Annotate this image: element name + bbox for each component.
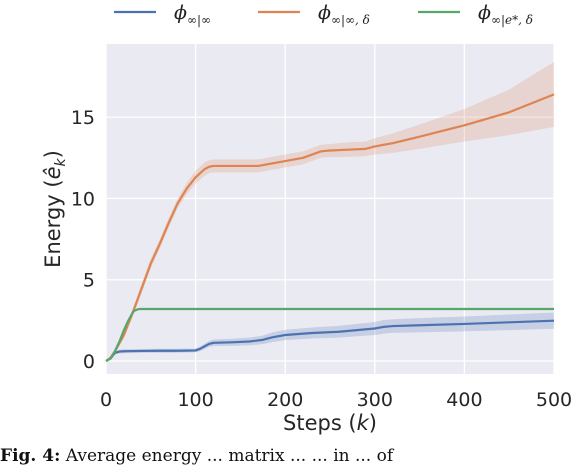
y-tick-label: 5 — [83, 270, 95, 292]
y-tick-label: 0 — [83, 351, 95, 373]
legend-label-3: ϕ∞|e*, δ — [478, 2, 533, 27]
y-tick-labels: 0 5 10 15 — [71, 107, 95, 373]
grid — [105, 44, 555, 374]
series-line-1 — [105, 319, 555, 362]
x-tick-labels: 0 100 200 300 400 500 — [100, 389, 572, 411]
x-axis-label: Steps (k) — [283, 411, 377, 435]
y-tick-label: 15 — [71, 107, 95, 129]
series-band-2 — [106, 61, 554, 361]
y-tick-label: 10 — [71, 188, 95, 210]
energy-chart: ϕ∞|∞ ϕ∞|∞, δ ϕ∞|e*, δ 0 100 200 300 400 500 0 5 1… — [41, 2, 572, 435]
caption-label: Fig. 4: — [0, 446, 61, 466]
y-axis-label: Energy (êk) — [41, 150, 69, 268]
series-line-3 — [105, 307, 554, 362]
series-line-2 — [105, 93, 555, 362]
figure-caption: Fig. 4: Average energy ... matrix ... ..… — [0, 446, 574, 470]
legend: ϕ∞|∞ ϕ∞|∞, δ ϕ∞|e*, δ — [114, 2, 533, 27]
caption-text: Average energy ... matrix ... ... in ...… — [60, 446, 394, 466]
x-tick-label: 300 — [357, 389, 393, 411]
legend-label-2: ϕ∞|∞, δ — [318, 2, 370, 27]
x-tick-label: 0 — [100, 389, 112, 411]
plot-area — [106, 44, 554, 374]
x-tick-label: 500 — [536, 389, 572, 411]
x-tick-label: 200 — [267, 389, 303, 411]
x-tick-label: 400 — [446, 389, 482, 411]
series-lines — [105, 93, 555, 362]
x-tick-label: 100 — [177, 389, 213, 411]
legend-label-1: ϕ∞|∞ — [174, 2, 211, 27]
